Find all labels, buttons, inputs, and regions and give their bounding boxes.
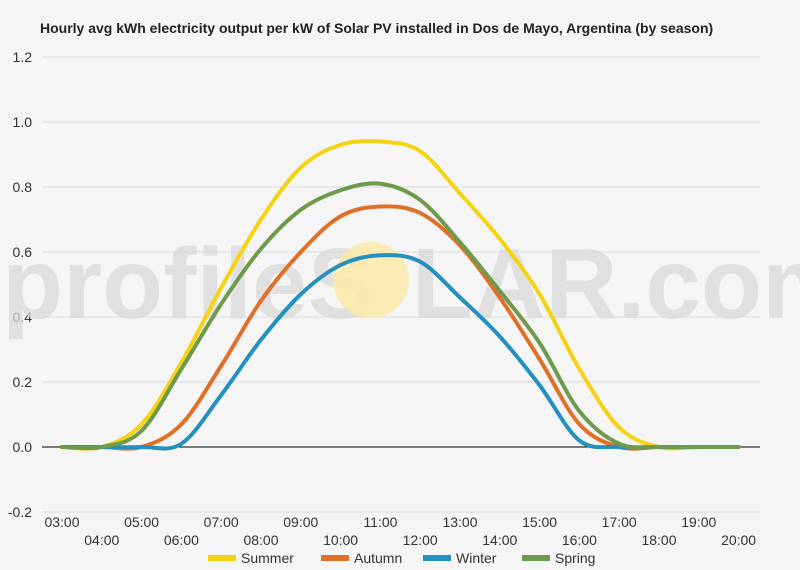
x-tick-label: 03:00	[44, 514, 79, 530]
y-tick-label: 0.6	[13, 244, 33, 260]
x-tick-label: 15:00	[522, 514, 557, 530]
y-tick-label: -0.2	[8, 504, 32, 520]
x-tick-label: 04:00	[84, 532, 119, 548]
series-line-winter	[60, 253, 741, 451]
legend-swatch-autumn	[321, 555, 349, 561]
x-tick-label: 09:00	[283, 514, 318, 530]
x-tick-label: 12:00	[403, 532, 438, 548]
legend-swatch-winter	[423, 555, 451, 561]
legend-label-autumn: Autumn	[354, 550, 402, 566]
series-line-spring	[60, 181, 741, 451]
x-tick-label: 05:00	[124, 514, 159, 530]
y-tick-label: 1.2	[13, 49, 33, 65]
series-line-summer	[60, 138, 741, 451]
x-tick-label: 11:00	[363, 514, 397, 530]
x-tick-label: 10:00	[323, 532, 358, 548]
x-tick-label: 17:00	[602, 514, 637, 530]
legend-label-summer: Summer	[241, 550, 294, 566]
x-tick-label: 07:00	[204, 514, 239, 530]
chart-title: Hourly avg kWh electricity output per kW…	[40, 20, 713, 36]
x-tick-label: 13:00	[442, 514, 477, 530]
y-tick-label: 0.2	[13, 374, 33, 390]
x-tick-label: 14:00	[482, 532, 517, 548]
y-tick-label: 0.8	[13, 179, 33, 195]
x-tick-label: 19:00	[681, 514, 716, 530]
watermark-text-left: profileS	[2, 228, 374, 340]
x-tick-label: 08:00	[243, 532, 278, 548]
y-tick-label: 1.0	[13, 114, 33, 130]
x-tick-label: 18:00	[641, 532, 676, 548]
y-tick-label: 0.0	[13, 439, 33, 455]
legend-swatch-summer	[208, 555, 236, 561]
watermark: profileS LAR.com	[2, 228, 800, 340]
legend-label-spring: Spring	[555, 550, 595, 566]
x-tick-label: 20:00	[721, 532, 756, 548]
y-tick-label: 0.4	[13, 309, 33, 325]
watermark-text-right: LAR.com	[412, 228, 800, 340]
x-tick-label: 16:00	[562, 532, 597, 548]
x-tick-label: 06:00	[164, 532, 199, 548]
legend-swatch-spring	[522, 555, 550, 561]
legend-label-winter: Winter	[456, 550, 497, 566]
